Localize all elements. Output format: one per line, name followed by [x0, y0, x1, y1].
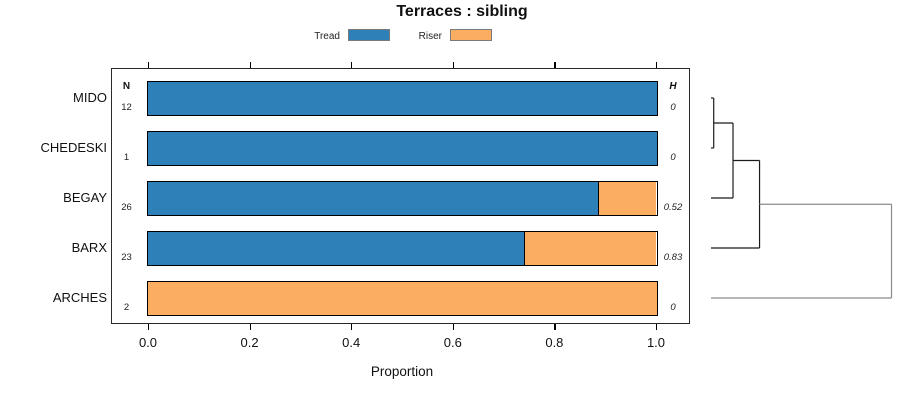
row-label-arches: ARCHES: [52, 290, 107, 305]
n-column-header: N: [122, 81, 131, 92]
stacked-bar-arches: [146, 280, 658, 316]
stacked-bar-mido: [146, 80, 658, 116]
h-value: 0.52: [663, 202, 683, 213]
bar-segment-tread: [147, 131, 657, 165]
n-value: 1: [123, 152, 130, 163]
h-value: 0: [670, 302, 676, 313]
row-label-mido: MIDO: [73, 90, 107, 105]
chart-title: Terraces : sibling: [396, 3, 528, 20]
stacked-bar-chedeski: [146, 130, 658, 166]
plot-area-border: [111, 68, 690, 324]
h-column-header: H: [669, 81, 677, 92]
x-tick-label: 0.8: [545, 335, 564, 350]
bar-segment-tread: [147, 231, 524, 265]
legend-swatch-tread: [348, 29, 390, 41]
stacked-bar-barx: [146, 230, 658, 266]
row-label-chedeski: CHEDESKI: [40, 140, 107, 155]
n-value: 12: [121, 102, 132, 113]
legend-label-tread: Tread: [314, 31, 340, 42]
x-tick-label: 1.0: [646, 335, 666, 350]
legend-swatch-riser: [450, 29, 492, 41]
stacked-bar-begay: [146, 180, 658, 216]
row-label-begay: BEGAY: [63, 190, 107, 205]
n-value: 23: [121, 252, 132, 263]
x-tick-top: [351, 62, 353, 68]
x-tick-label: 0.6: [443, 335, 462, 350]
x-tick-top: [452, 62, 454, 68]
x-tick-bottom: [351, 324, 353, 330]
x-tick-top: [554, 62, 556, 68]
bar-segment-riser: [597, 181, 657, 215]
x-tick-top: [656, 62, 658, 68]
x-tick-bottom: [452, 324, 454, 330]
x-tick-top: [148, 62, 150, 68]
bar-segment-riser: [523, 231, 657, 265]
x-tick-bottom: [656, 324, 658, 330]
bar-segment-riser: [147, 281, 657, 315]
x-tick-label: 0.2: [240, 335, 259, 350]
x-tick-top: [249, 62, 251, 68]
x-tick-label: 0.4: [342, 335, 361, 350]
row-label-barx: BARX: [71, 240, 107, 255]
x-axis-title: Proportion: [370, 364, 434, 379]
n-value: 26: [121, 202, 132, 213]
h-value: 0: [670, 102, 676, 113]
bar-segment-tread: [147, 181, 598, 215]
x-tick-bottom: [554, 324, 556, 330]
x-tick-label: 0.0: [138, 335, 158, 350]
x-tick-bottom: [249, 324, 251, 330]
bar-segment-tread: [147, 81, 657, 115]
x-tick-bottom: [148, 324, 150, 330]
h-value: 0: [670, 152, 676, 163]
n-value: 2: [123, 302, 130, 313]
legend-label-riser: Riser: [418, 31, 442, 42]
h-value: 0.83: [663, 252, 683, 263]
